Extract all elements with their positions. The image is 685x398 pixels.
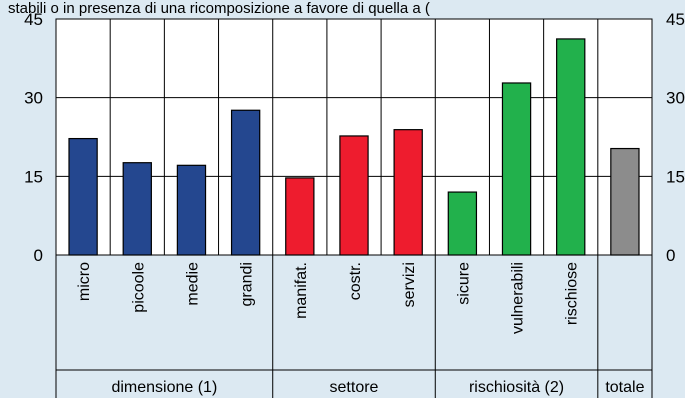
group-label: rischiosità (2) xyxy=(469,379,564,396)
y-tick-label-right: 15 xyxy=(666,167,685,186)
bar xyxy=(339,135,369,256)
cropped-top-text: stabili o in presenza di una ricomposizi… xyxy=(8,0,430,17)
bar xyxy=(556,38,586,256)
x-axis: dimensione (1) settore rischiosità (2) tota… xyxy=(55,254,653,398)
x-tick-label: picoole xyxy=(130,262,147,313)
x-tick-label: micro xyxy=(76,262,93,301)
y-tick-label-left: 15 xyxy=(24,167,43,186)
bar xyxy=(501,82,532,256)
group-label: settore xyxy=(330,379,379,396)
x-tick-label: sicure xyxy=(455,262,472,305)
bar xyxy=(610,147,640,256)
bar xyxy=(122,162,152,256)
y-tick-label-left: 45 xyxy=(24,10,43,29)
group-label: dimensione (1) xyxy=(111,379,217,396)
x-tick-label: manifat. xyxy=(293,262,310,319)
bar xyxy=(447,191,478,256)
y-tick-label-right: 0 xyxy=(666,246,675,265)
y-tick-label-right: 30 xyxy=(666,89,685,108)
y-tick-label-left: 30 xyxy=(24,89,43,108)
group-label: totale xyxy=(605,379,644,396)
bar xyxy=(68,137,98,256)
grid xyxy=(56,19,652,255)
x-tick-label: costr. xyxy=(347,262,364,300)
bar xyxy=(230,109,261,256)
x-tick-label: grandi xyxy=(239,262,256,306)
y-tick-label-left: 0 xyxy=(34,246,43,265)
x-tick-label: servizi xyxy=(401,262,418,307)
x-tick-label: medie xyxy=(184,262,201,306)
y-axis-left: 0 15 30 45 xyxy=(24,10,43,265)
y-axis-right: 0 15 30 45 xyxy=(666,10,685,265)
x-tick-label: rischiose xyxy=(564,262,581,325)
bar xyxy=(393,129,423,256)
bars xyxy=(68,38,640,256)
bar xyxy=(176,164,207,256)
y-tick-label-right: 45 xyxy=(666,10,685,29)
bar xyxy=(285,177,315,256)
x-tick-label: vulnerabili xyxy=(510,262,527,334)
